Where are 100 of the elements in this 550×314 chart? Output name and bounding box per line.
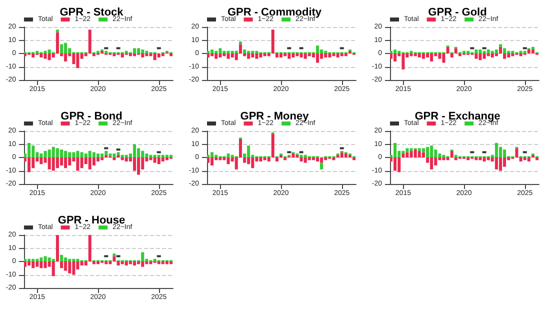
bar [207, 50, 210, 54]
bar [161, 262, 164, 264]
bar [24, 54, 27, 56]
bar [133, 54, 136, 56]
bar [490, 50, 494, 54]
bar [394, 54, 397, 62]
bar [234, 54, 238, 60]
bar [499, 158, 502, 171]
bar [157, 54, 160, 58]
bar [80, 262, 84, 266]
bar [438, 54, 442, 59]
bar [112, 154, 116, 158]
bar [210, 152, 214, 158]
bar [145, 54, 148, 56]
bar [120, 154, 124, 158]
bar [238, 44, 242, 54]
bar [28, 142, 31, 158]
bar [344, 54, 348, 56]
bar [267, 54, 270, 56]
bar [316, 54, 320, 63]
bar [44, 256, 47, 262]
bar [137, 262, 140, 264]
bar [157, 262, 160, 264]
bar [515, 148, 518, 158]
bar [226, 54, 230, 59]
bar [36, 262, 39, 267]
bar [128, 262, 132, 264]
bar [398, 158, 401, 172]
bar [218, 48, 222, 54]
bar [300, 54, 303, 58]
bar [226, 158, 230, 164]
bar [28, 258, 31, 262]
bar [275, 158, 278, 162]
bar [96, 262, 100, 264]
bar [486, 54, 490, 56]
bar [394, 50, 397, 54]
bar [243, 54, 246, 56]
bar [116, 152, 120, 155]
bar [390, 54, 393, 59]
bar [149, 262, 152, 264]
bar [145, 262, 148, 264]
bar [112, 158, 116, 160]
bar [40, 262, 43, 268]
bar [145, 154, 148, 158]
bar [450, 150, 454, 158]
bar [76, 150, 80, 158]
bar [238, 138, 242, 158]
bar [430, 54, 434, 62]
bar [402, 154, 405, 158]
bar [243, 50, 246, 54]
bar [170, 154, 173, 158]
bar [486, 50, 490, 54]
bar [398, 50, 401, 54]
bar [230, 50, 234, 54]
bar [108, 154, 112, 156]
bar [251, 54, 254, 58]
bar [68, 158, 72, 166]
bar [410, 148, 413, 151]
bar [161, 154, 164, 158]
bar [332, 158, 336, 160]
bar [80, 152, 84, 158]
bar [243, 158, 246, 163]
bar [52, 258, 55, 262]
bar [523, 158, 526, 160]
bar [316, 158, 320, 162]
bar [320, 54, 324, 59]
bar [76, 54, 80, 68]
bar [332, 54, 336, 56]
bar [56, 235, 59, 262]
bar [72, 262, 76, 275]
bar [422, 152, 425, 158]
bar [88, 150, 92, 158]
bar [478, 54, 482, 60]
bar [259, 158, 262, 162]
bar [251, 50, 254, 54]
bar [108, 262, 112, 264]
bar [442, 158, 446, 160]
bar [430, 146, 434, 158]
bar [92, 54, 96, 56]
bar [64, 258, 68, 262]
bar [324, 50, 328, 54]
bar [462, 50, 466, 54]
bar [218, 158, 222, 160]
bar [458, 54, 462, 56]
bar [28, 262, 31, 266]
bar [531, 46, 534, 50]
bar [238, 42, 242, 44]
bar [402, 54, 405, 70]
bar [263, 54, 266, 56]
bar [234, 158, 238, 170]
bar [48, 54, 51, 60]
bar [340, 54, 344, 56]
bar [210, 158, 214, 166]
bar [68, 152, 72, 158]
bar [48, 50, 51, 54]
bar [153, 154, 156, 158]
bar [519, 50, 522, 54]
bar [76, 158, 80, 171]
bar [60, 44, 64, 54]
bar [40, 154, 43, 158]
